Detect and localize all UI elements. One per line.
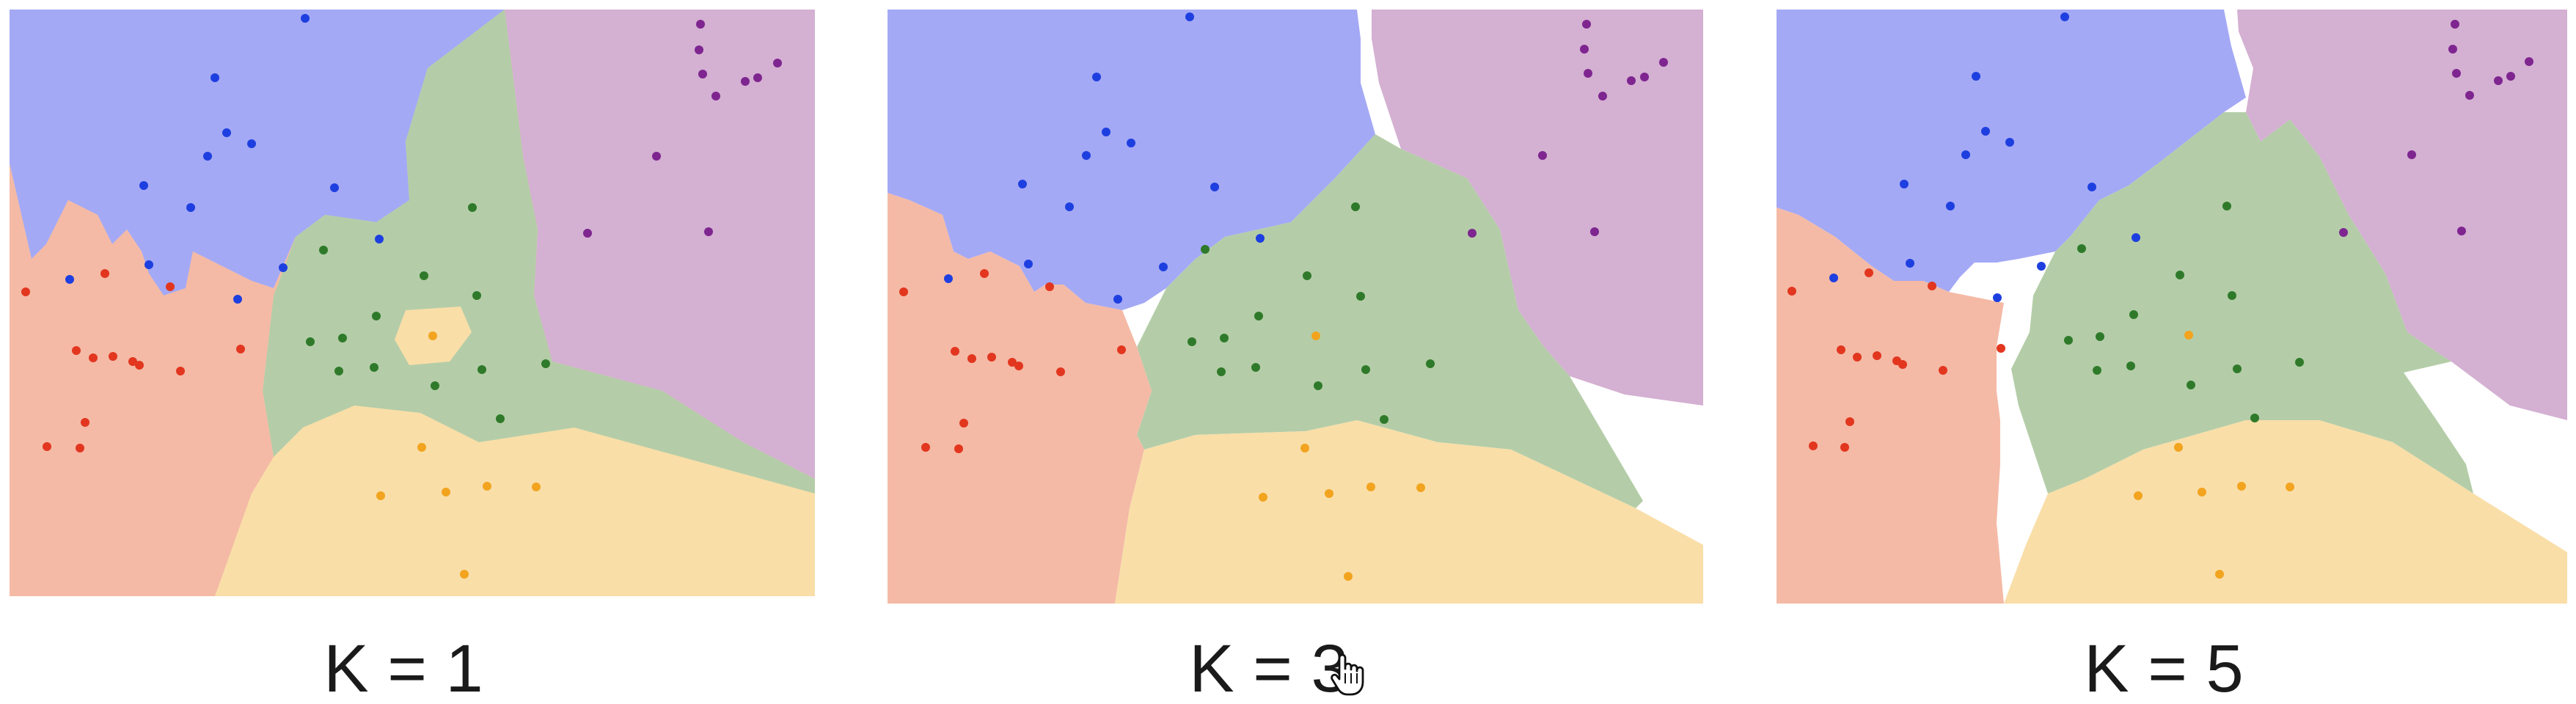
caption-k5: K = 5 bbox=[2084, 631, 2244, 704]
k1-region-green bbox=[263, 10, 815, 494]
k1-points-red bbox=[21, 269, 245, 452]
k3-region-red bbox=[888, 193, 1152, 604]
caption-k1: K = 1 bbox=[323, 631, 483, 704]
k5-region-blue bbox=[1777, 10, 2246, 292]
k5-points-blue bbox=[1829, 12, 2140, 302]
k1-plot bbox=[10, 10, 815, 596]
k3-region-purple bbox=[1372, 10, 1703, 406]
k5-region-purple bbox=[2237, 10, 2567, 420]
hand-pointer-icon bbox=[1328, 651, 1366, 697]
k3-plot bbox=[888, 10, 1703, 604]
caption-k3: K = 3 bbox=[1189, 631, 1349, 704]
k1-region-blue bbox=[10, 10, 505, 296]
k1-points-yellow bbox=[376, 331, 541, 579]
k5-points-yellow bbox=[2134, 331, 2294, 579]
k1-points-green bbox=[306, 203, 550, 423]
panel-k1-decision-map bbox=[10, 10, 815, 596]
k5-points-green bbox=[2064, 202, 2304, 422]
k5-region-green bbox=[2011, 112, 2473, 494]
k3-points-purple bbox=[1468, 20, 1668, 238]
k3-region-green bbox=[1137, 134, 1643, 508]
k3-points-red bbox=[899, 269, 1126, 453]
k1-points-blue bbox=[65, 14, 384, 304]
k3-points-blue bbox=[944, 12, 1265, 304]
k3-region-yellow bbox=[1115, 420, 1703, 604]
panel-k5-decision-map bbox=[1777, 10, 2567, 604]
k5-region-yellow bbox=[2004, 420, 2567, 604]
k1-region-purple bbox=[505, 10, 815, 479]
k5-points-purple bbox=[2339, 20, 2533, 237]
panel-k3-decision-map bbox=[888, 10, 1703, 604]
k3-region-blue bbox=[888, 10, 1375, 310]
k5-points-red bbox=[1788, 268, 2005, 452]
k1-region-red bbox=[10, 164, 296, 596]
k1-points-purple bbox=[583, 20, 782, 238]
k3-points-yellow bbox=[1259, 331, 1425, 581]
k5-region-red bbox=[1777, 208, 2004, 604]
k5-plot bbox=[1777, 10, 2567, 604]
k3-points-green bbox=[1188, 202, 1435, 424]
